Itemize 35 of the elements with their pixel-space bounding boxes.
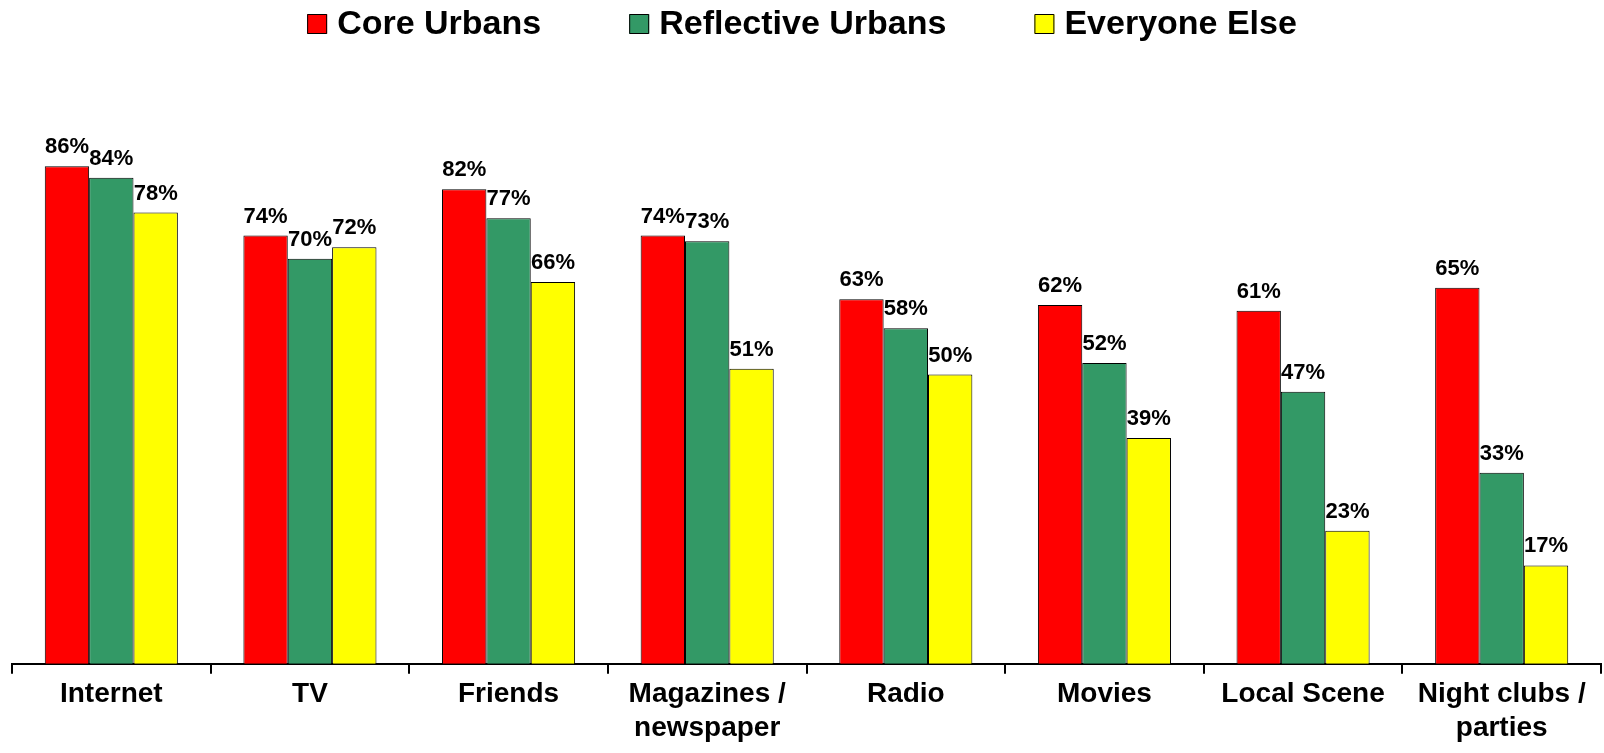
data-label: 52%: [1082, 329, 1127, 355]
legend-label: Everyone Else: [1064, 3, 1297, 42]
data-label: 61%: [1236, 277, 1281, 303]
data-label: 63%: [839, 266, 884, 292]
x-tick-label: Local Scene: [1221, 677, 1385, 709]
data-label: 39%: [1126, 405, 1171, 431]
data-label: 77%: [486, 185, 531, 211]
data-label: 66%: [530, 248, 575, 274]
x-tick-label: TV: [292, 677, 329, 709]
x-tick-label: Movies: [1056, 677, 1152, 709]
x-tick-label: Magazines / newspaper: [628, 677, 786, 742]
data-label: 62%: [1038, 272, 1083, 298]
data-label: 73%: [685, 208, 730, 234]
data-label: 23%: [1325, 497, 1370, 523]
data-label: 74%: [640, 202, 685, 228]
data-label: 84%: [89, 144, 134, 170]
data-label: 51%: [729, 335, 774, 361]
data-label: 50%: [928, 341, 973, 367]
data-label: 82%: [442, 156, 487, 182]
data-label: 17%: [1524, 532, 1569, 558]
x-tick-label: Internet: [59, 677, 163, 709]
data-label: 47%: [1281, 358, 1326, 384]
data-label: 58%: [883, 295, 928, 321]
data-label: 70%: [287, 225, 332, 251]
data-label: 33%: [1479, 439, 1524, 465]
legend-label: Reflective Urbans: [659, 3, 947, 42]
x-tick-label: Radio: [866, 677, 945, 709]
data-label: 78%: [133, 179, 178, 205]
x-tick-label: Friends: [457, 677, 560, 709]
data-label: 86%: [44, 133, 89, 159]
data-label: 74%: [243, 202, 288, 228]
legend-label: Core Urbans: [337, 3, 542, 42]
data-label: 65%: [1435, 254, 1480, 280]
x-tick-label: Night clubs / parties: [1417, 677, 1586, 742]
data-label: 72%: [332, 214, 377, 240]
